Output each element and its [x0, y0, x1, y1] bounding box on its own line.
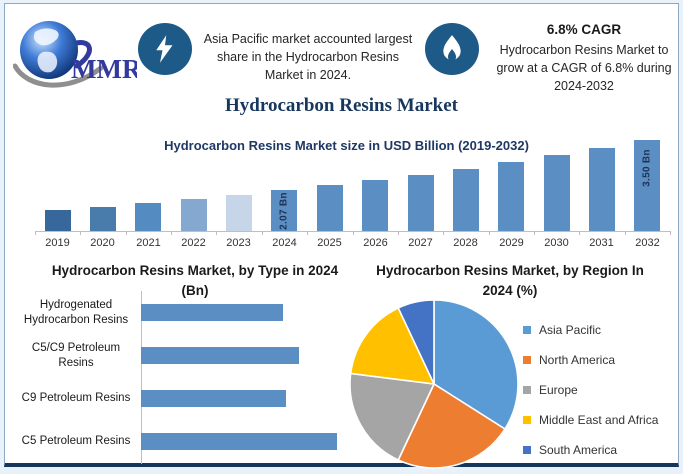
highlight-cagr: 6.8% CAGR Hydrocarbon Resins Market to g… [486, 20, 682, 95]
type-label: Hydrogenated Hydrocarbon Resins [23, 299, 129, 326]
bar-data-label: 2.07 Bn [278, 192, 290, 230]
type-bar-track [141, 390, 345, 407]
globe-icon: MMR [12, 21, 142, 88]
year-label: 2024 [272, 237, 297, 249]
legend-item: South America [523, 435, 658, 465]
axis-tick [262, 231, 263, 235]
axis-tick [35, 231, 36, 235]
pie-slice-middle-east-and-africa [349, 306, 436, 385]
type-row: Hydrogenated Hydrocarbon Resins [15, 291, 345, 334]
type-bar [141, 433, 337, 450]
axis-tick [489, 231, 490, 235]
legend-item: Asia Pacific [523, 315, 658, 345]
year-label: 2025 [317, 237, 342, 249]
pie-slice-south-america [397, 299, 435, 385]
region-chart-title: Hydrocarbon Resins Market, by Region In … [376, 263, 644, 299]
year-label: 2021 [136, 237, 161, 249]
pie-slice-europe [349, 372, 436, 462]
axis-tick [625, 231, 626, 235]
axis-tick [398, 231, 399, 235]
cagr-text: Hydrocarbon Resins Market to grow at a C… [496, 42, 672, 93]
legend-item: Middle East and Africa [523, 405, 658, 435]
legend-item: Europe [523, 375, 658, 405]
yearly-bar-plot: 2.07 Bn 3.50 Bn [35, 137, 670, 231]
mmr-logo: MMR [12, 14, 142, 92]
bar-2024: 2.07 Bn [271, 190, 297, 231]
type-chart-title: Hydrocarbon Resins Market, by Type in 20… [51, 263, 339, 299]
year-label: 2032 [635, 237, 660, 249]
axis-tick [80, 231, 81, 235]
axis-tick [443, 231, 444, 235]
type-label: C5/C9 Petroleum Resins [31, 342, 121, 369]
svg-text:MMR: MMR [71, 54, 137, 84]
legend-label: Asia Pacific [539, 323, 602, 337]
axis-tick [353, 231, 354, 235]
legend-swatch [523, 446, 531, 454]
bar-data-label: 3.50 Bn [641, 149, 653, 187]
bar-2030 [544, 155, 570, 231]
year-label: 2020 [90, 237, 115, 249]
axis-tick [579, 231, 580, 235]
legend-swatch [523, 356, 531, 364]
year-label: 2028 [453, 237, 478, 249]
bar-2032: 3.50 Bn [634, 140, 660, 231]
axis-tick [534, 231, 535, 235]
bar-2023 [226, 195, 252, 231]
type-bar-track [141, 304, 345, 321]
pie-legend: Asia Pacific North America Europe Middle Ea… [523, 315, 658, 465]
type-label: C9 Petroleum Resins [21, 392, 131, 405]
legend-label: Middle East and Africa [539, 413, 659, 427]
legend-item: North America [523, 345, 658, 375]
type-bar [141, 304, 283, 321]
bar-2020 [90, 207, 116, 231]
axis-tick [171, 231, 172, 235]
year-label: 2030 [544, 237, 569, 249]
bar-2025 [317, 185, 343, 231]
legend-swatch [523, 326, 531, 334]
year-label: 2031 [589, 237, 614, 249]
region-pie-chart [349, 299, 519, 469]
bar-2031 [589, 148, 615, 231]
bar-2028 [453, 169, 479, 231]
year-label: 2026 [363, 237, 388, 249]
page-title: Hydrocarbon Resins Market [225, 95, 458, 116]
bar-2021 [135, 203, 161, 231]
bar-2027 [408, 175, 434, 231]
legend-label: Europe [539, 383, 578, 397]
type-chart-axis-line [141, 291, 142, 464]
bar-2029 [498, 162, 524, 231]
type-bar [141, 390, 286, 407]
cagr-value: 6.8% CAGR [546, 22, 622, 37]
axis-tick [670, 231, 671, 235]
axis-tick [307, 231, 308, 235]
type-bar-track [141, 347, 345, 364]
axis-tick [216, 231, 217, 235]
year-label: 2029 [499, 237, 524, 249]
type-row: C5/C9 Petroleum Resins [15, 334, 345, 377]
lightning-icon [138, 23, 192, 75]
infographic-frame: MMR Asia Pacific market accounted larges… [4, 3, 682, 469]
legend-label: South America [539, 443, 618, 457]
type-row: C5 Petroleum Resins [15, 420, 345, 463]
year-label: 2022 [181, 237, 206, 249]
year-label: 2019 [45, 237, 70, 249]
legend-swatch [523, 386, 531, 394]
bar-2022 [181, 199, 207, 231]
legend-label: North America [539, 353, 616, 367]
flame-icon [425, 23, 479, 75]
type-bar [141, 347, 299, 364]
market-size-chart-title: Hydrocarbon Resins Market size in USD Bi… [164, 138, 529, 153]
bar-2026 [362, 180, 388, 231]
legend-swatch [523, 416, 531, 424]
year-label: 2023 [226, 237, 251, 249]
bar-2019 [45, 210, 71, 231]
type-bar-track [141, 433, 345, 450]
type-row: C9 Petroleum Resins [15, 377, 345, 420]
x-axis-labels: 2019 2020 2021 2022 2023 2024 2025 2026 2027 2028… [35, 237, 670, 251]
year-label: 2027 [408, 237, 433, 249]
type-label: C5 Petroleum Resins [21, 435, 131, 448]
highlight-asia-pacific: Asia Pacific market accounted largest sh… [203, 32, 413, 83]
axis-tick [126, 231, 127, 235]
